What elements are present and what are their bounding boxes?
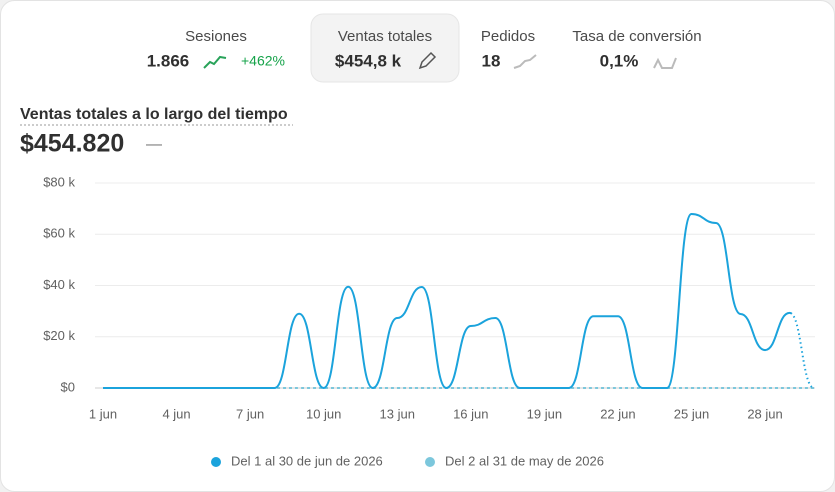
sparkline: [513, 54, 537, 69]
x-tick-label: 16 jun: [453, 406, 488, 421]
x-tick-label: 7 jun: [236, 406, 264, 421]
x-tick-label: 4 jun: [162, 406, 190, 421]
x-tick-label: 25 jun: [674, 406, 709, 421]
metric-change: +462%: [241, 53, 285, 69]
total-change: —: [146, 136, 162, 153]
y-tick-label: $0: [61, 379, 75, 394]
sparkline: [203, 55, 227, 69]
legend-marker: [425, 457, 435, 467]
x-tick-label: 1 jun: [89, 406, 117, 421]
sparkline: [653, 57, 677, 69]
metric-value: $454,8 k: [335, 51, 402, 70]
legend-marker: [211, 457, 221, 467]
y-tick-label: $20 k: [43, 328, 75, 343]
metric-value: 1.866: [147, 51, 190, 70]
x-tick-label: 10 jun: [306, 406, 341, 421]
legend-label[interactable]: Del 2 al 31 de may de 2026: [445, 453, 604, 468]
metric-label: Sesiones: [185, 28, 247, 45]
x-tick-label: 13 jun: [380, 406, 415, 421]
chart-title: Ventas totales a lo largo del tiempo: [20, 106, 288, 123]
metric-value: 18: [482, 51, 501, 70]
metric-label: Ventas totales: [338, 28, 432, 45]
edit-icon[interactable]: [418, 51, 437, 70]
metric-label: Pedidos: [481, 28, 535, 45]
selected-metric[interactable]: [310, 13, 460, 83]
x-tick-label: 28 jun: [747, 406, 782, 421]
y-tick-label: $60 k: [43, 226, 75, 241]
x-tick-label: 19 jun: [527, 406, 562, 421]
chart-total: $454.820: [20, 130, 124, 158]
y-tick-label: $40 k: [43, 277, 75, 292]
metric-label: Tasa de conversión: [572, 28, 701, 45]
metric-value: 0,1%: [600, 51, 639, 70]
legend-label[interactable]: Del 1 al 30 de jun de 2026: [231, 453, 383, 468]
y-tick-label: $80 k: [43, 174, 75, 189]
line: [102, 213, 815, 390]
x-tick-label: 22 jun: [600, 406, 635, 421]
